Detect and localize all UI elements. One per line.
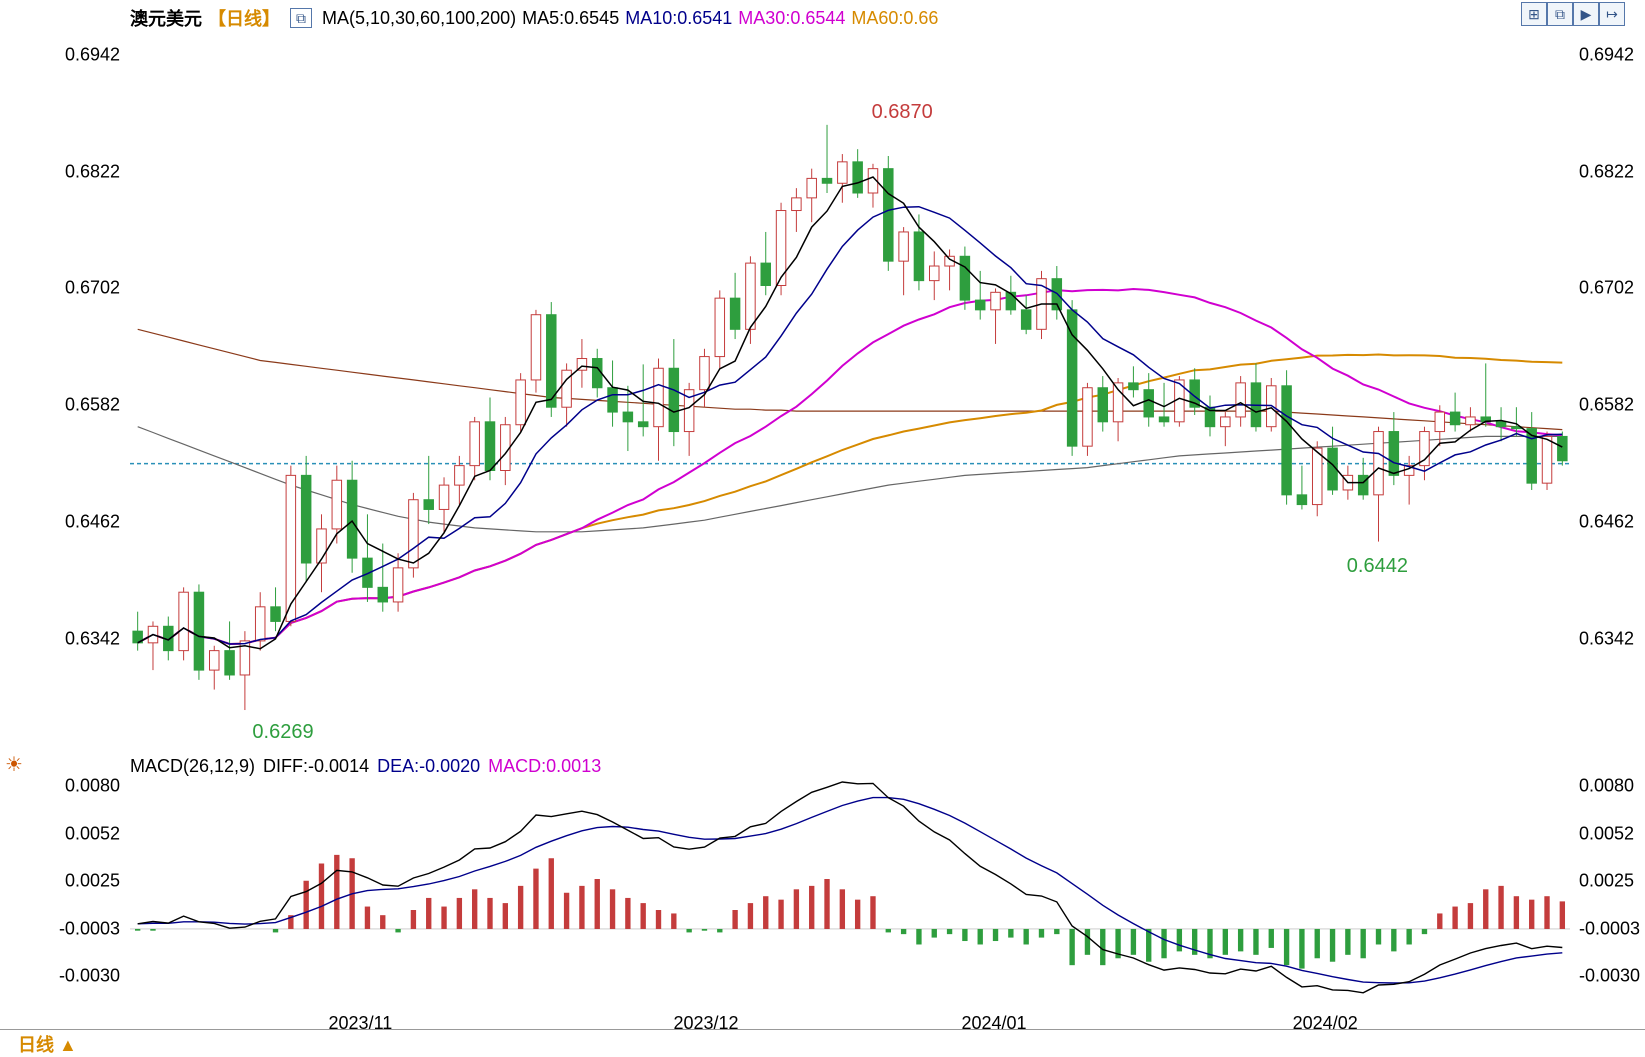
y-tick-right: 0.6462 (1579, 512, 1634, 533)
macd-y-tick-left: 0.0080 (65, 775, 120, 796)
price-chart[interactable] (130, 8, 1570, 748)
y-tick-right: 0.6822 (1579, 161, 1634, 182)
ma-periods-label: MA(5,10,30,60,100,200) (322, 8, 516, 29)
tool-export-icon[interactable]: ↦ (1599, 2, 1625, 26)
y-tick-right: 0.6942 (1579, 44, 1634, 65)
y-tick-right: 0.6342 (1579, 628, 1634, 649)
macd-y-tick-left: -0.0003 (59, 918, 120, 939)
macd-y-tick-right: -0.0030 (1579, 965, 1640, 986)
macd-chart[interactable] (130, 760, 1570, 1010)
price-annotation: 0.6870 (872, 101, 933, 124)
ma30-label: MA30:0.6544 (738, 8, 845, 29)
chart-header: 澳元美元 【日线】 ⧉ MA(5,10,30,60,100,200) MA5:0… (130, 6, 1625, 30)
tool-play-icon[interactable]: ▶ (1573, 2, 1599, 26)
macd-y-tick-right: 0.0025 (1579, 870, 1634, 891)
y-tick-left: 0.6582 (65, 395, 120, 416)
ma10-label: MA10:0.6541 (625, 8, 732, 29)
y-tick-right: 0.6702 (1579, 278, 1634, 299)
macd-y-tick-right: 0.0080 (1579, 775, 1634, 796)
price-y-axis-left: 0.6942 0.6822 0.6702 0.6582 0.6462 0.6342 0.00… (0, 0, 126, 1057)
y-tick-left: 0.6822 (65, 161, 120, 182)
macd-value-label: MACD:0.0013 (488, 756, 601, 777)
chart-container: 澳元美元 【日线】 ⧉ MA(5,10,30,60,100,200) MA5:0… (0, 0, 1645, 1057)
timeframe-label: 【日线】 (208, 5, 280, 31)
fullscreen-icon[interactable]: ⧉ (290, 8, 312, 28)
price-y-axis-right: 0.6942 0.6822 0.6702 0.6582 0.6462 0.6342 0.00… (1573, 0, 1645, 1057)
tool-grid-icon[interactable]: ⊞ (1521, 2, 1547, 26)
macd-y-tick-right: -0.0003 (1579, 918, 1640, 939)
y-tick-left: 0.6942 (65, 44, 120, 65)
price-annotation: 0.6442 (1347, 555, 1408, 578)
timeframe-selector[interactable]: 日线 ▲ (18, 1031, 77, 1057)
macd-y-tick-left: -0.0030 (59, 965, 120, 986)
macd-header: MACD(26,12,9) DIFF:-0.0014 DEA:-0.0020 M… (130, 756, 601, 777)
macd-y-tick-right: 0.0052 (1579, 824, 1634, 845)
tool-panel-icon[interactable]: ⧉ (1547, 2, 1573, 26)
y-tick-left: 0.6462 (65, 512, 120, 533)
bottom-bar: 日线 ▲ (0, 1029, 1645, 1057)
macd-y-tick-left: 0.0052 (65, 824, 120, 845)
symbol-name: 澳元美元 (130, 5, 202, 31)
macd-y-tick-left: 0.0025 (65, 870, 120, 891)
indicator-icon[interactable]: ☀ (2, 752, 26, 776)
y-tick-right: 0.6582 (1579, 395, 1634, 416)
macd-diff-label: DIFF:-0.0014 (263, 756, 369, 777)
macd-periods-label: MACD(26,12,9) (130, 756, 255, 777)
ma5-label: MA5:0.6545 (522, 8, 619, 29)
macd-dea-label: DEA:-0.0020 (377, 756, 480, 777)
price-annotation: 0.6269 (252, 721, 313, 744)
y-tick-left: 0.6702 (65, 278, 120, 299)
ma60-label: MA60:0.66 (851, 8, 938, 29)
chart-toolbar: ⊞ ⧉ ▶ ↦ (1521, 2, 1625, 26)
y-tick-left: 0.6342 (65, 628, 120, 649)
